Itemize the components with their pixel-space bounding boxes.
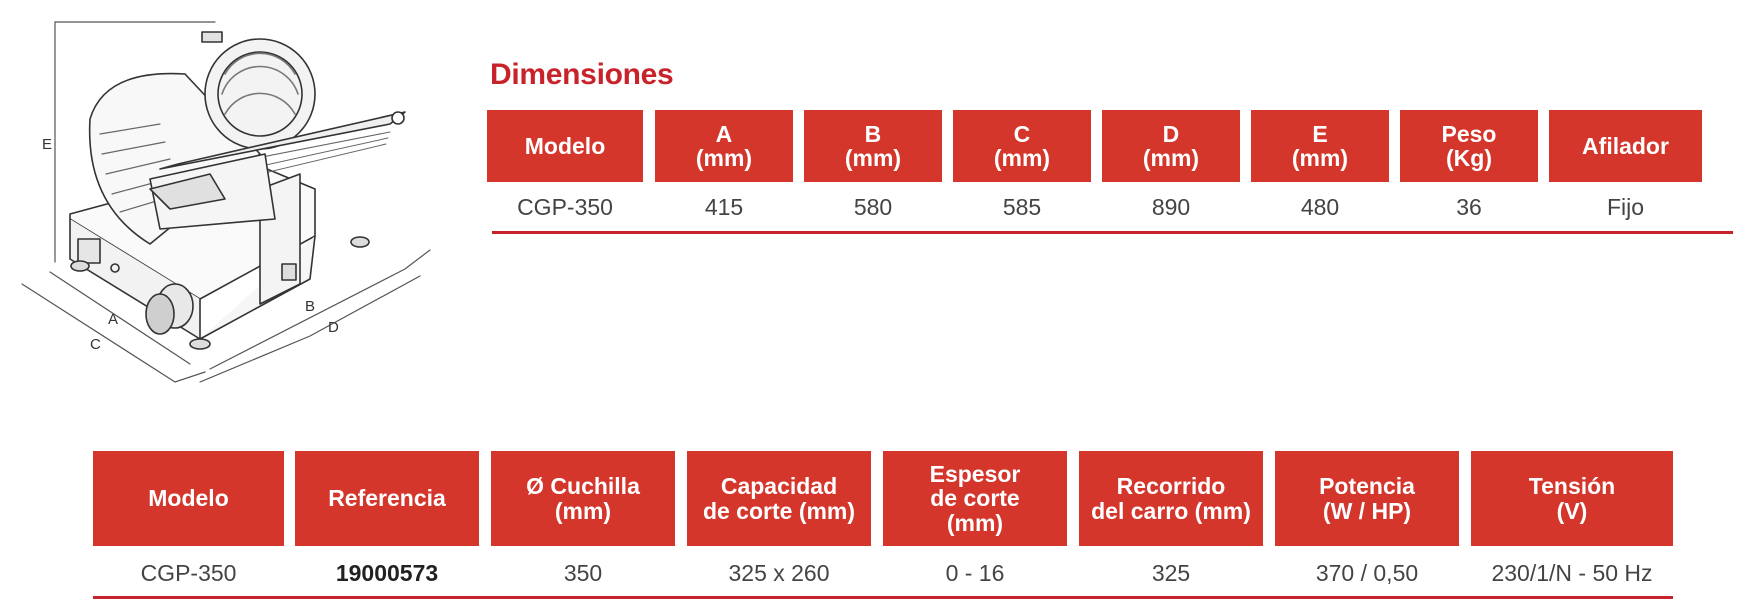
spec-value-cell: 370 / 0,50 — [1315, 560, 1419, 586]
dim-col-afilador: Afilador Fijo — [1549, 110, 1702, 232]
spec-col-modelo: Modelo CGP-350 — [93, 451, 284, 601]
spec-col-tension: Tensión (V) 230/1/N - 50 Hz — [1471, 451, 1673, 601]
dim-col-peso: Peso (Kg) 36 — [1400, 110, 1538, 232]
dim-value-cell: CGP-350 — [517, 193, 613, 220]
specs-bottom-rule — [93, 596, 1673, 599]
spec-value-cell: CGP-350 — [140, 560, 237, 586]
spec-header-cell: Ø Cuchilla (mm) — [491, 451, 675, 546]
dimensions-title: Dimensiones — [490, 58, 674, 91]
label-b: B — [305, 298, 315, 315]
dim-value-cell: 480 — [1300, 193, 1340, 220]
dim-header-cell: Afilador — [1549, 110, 1702, 182]
spec-value-cell: 350 — [563, 560, 603, 586]
spec-col-cuchilla: Ø Cuchilla (mm) 350 — [491, 451, 675, 601]
dim-header-cell: Modelo — [487, 110, 643, 182]
slicer-dimension-diagram: E A C B D — [21, 21, 431, 383]
dim-col-e: E (mm) 480 — [1251, 110, 1389, 232]
spec-header-cell: Capacidad de corte (mm) — [687, 451, 871, 546]
label-a: A — [108, 311, 118, 328]
spec-col-recorrido: Recorrido del carro (mm) 325 — [1079, 451, 1263, 601]
dim-col-d: D (mm) 890 — [1102, 110, 1240, 232]
dim-header-cell: D (mm) — [1102, 110, 1240, 182]
label-c: C — [90, 336, 101, 353]
dim-value-cell: 580 — [853, 193, 893, 220]
dim-value-cell: 585 — [1002, 193, 1042, 220]
spec-col-espesor: Espesor de corte (mm) 0 - 16 — [883, 451, 1067, 601]
dim-header-cell: B (mm) — [804, 110, 942, 182]
spec-header-cell: Modelo — [93, 451, 284, 546]
dim-value-cell: 415 — [704, 193, 744, 220]
dim-header-cell: E (mm) — [1251, 110, 1389, 182]
label-e: E — [42, 136, 52, 153]
spec-value-cell: 325 x 260 — [728, 560, 830, 586]
dim-col-a: A (mm) 415 — [655, 110, 793, 232]
spec-col-capacidad: Capacidad de corte (mm) 325 x 260 — [687, 451, 871, 601]
spec-value-cell: 0 - 16 — [945, 560, 1005, 586]
spec-header-cell: Potencia (W / HP) — [1275, 451, 1459, 546]
label-d: D — [328, 319, 339, 336]
spec-header-cell: Tensión (V) — [1471, 451, 1673, 546]
dim-header-cell: C (mm) — [953, 110, 1091, 182]
dim-col-b: B (mm) 580 — [804, 110, 942, 232]
dimensions-bottom-rule — [492, 231, 1733, 234]
spec-header-cell: Referencia — [295, 451, 479, 546]
spec-value-cell: 325 — [1151, 560, 1191, 586]
spec-col-potencia: Potencia (W / HP) 370 / 0,50 — [1275, 451, 1459, 601]
dim-header-cell: A (mm) — [655, 110, 793, 182]
dim-col-modelo: Modelo CGP-350 — [487, 110, 643, 232]
dim-value-cell: Fijo — [1606, 193, 1645, 220]
dim-col-c: C (mm) 585 — [953, 110, 1091, 232]
spec-header-cell: Recorrido del carro (mm) — [1079, 451, 1263, 546]
dim-value-cell: 890 — [1151, 193, 1191, 220]
spec-header-cell: Espesor de corte (mm) — [883, 451, 1067, 546]
dimensions-table: Modelo CGP-350 A (mm) 415 B (mm) 580 C (… — [487, 110, 1733, 234]
specs-table: Modelo CGP-350 Referencia 19000573 Ø Cuc… — [93, 451, 1673, 601]
dim-value-cell: 36 — [1456, 193, 1482, 220]
dim-header-cell: Peso (Kg) — [1400, 110, 1538, 182]
spec-col-referencia: Referencia 19000573 — [295, 451, 479, 601]
spec-value-cell: 230/1/N - 50 Hz — [1491, 560, 1653, 586]
spec-value-cell: 19000573 — [335, 560, 439, 586]
